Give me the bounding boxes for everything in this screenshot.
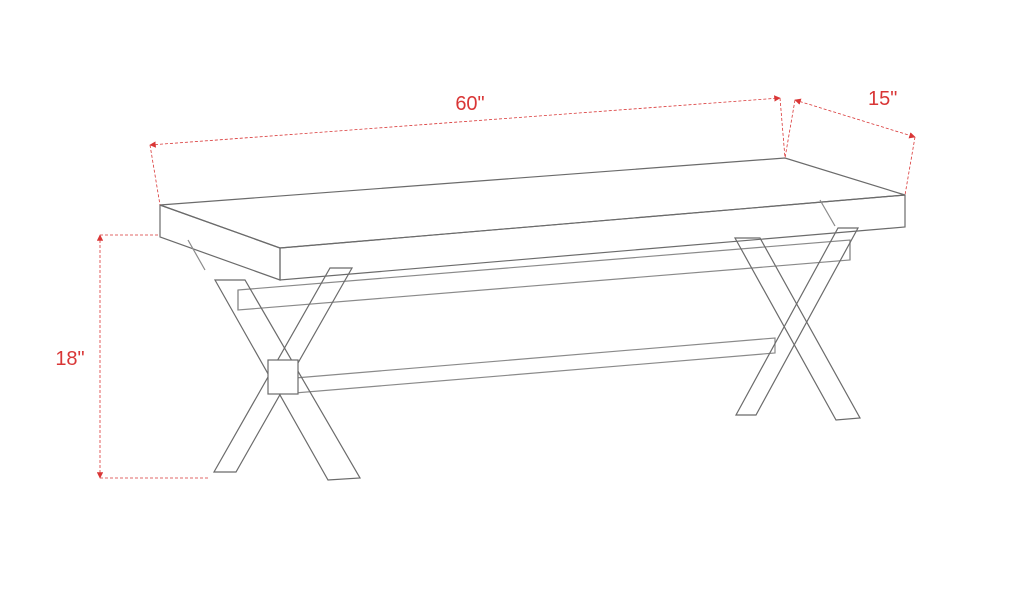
bench-dimension-diagram: 18" 60" 15" <box>0 0 1024 602</box>
dimension-lines: 18" 60" 15" <box>55 88 915 478</box>
bench-outline <box>160 158 905 480</box>
dimension-depth-label: 15" <box>868 88 897 110</box>
dimension-length-label: 60" <box>455 93 484 115</box>
dimension-height-label: 18" <box>55 348 84 370</box>
